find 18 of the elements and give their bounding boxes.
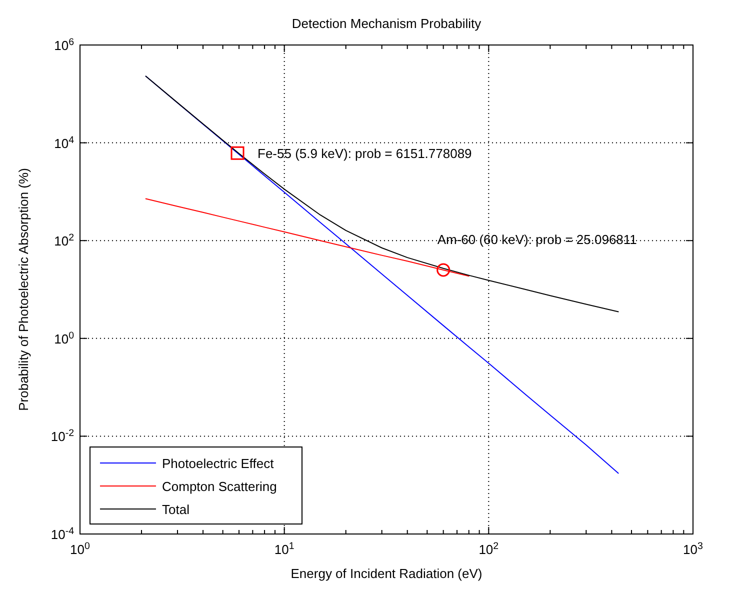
y-tick-label: 10$^{6}$ [54, 36, 74, 53]
annotation: Am-60 (60 keV): prob = 25.096811 [437, 232, 637, 247]
y-tick-label: 10$^{-2}$ [50, 428, 74, 444]
x-tick-label: 10$^{2}$ [478, 540, 499, 557]
x-tick-label: 10$^{0}$ [70, 540, 91, 557]
x-tick-label: 10$^{3}$ [683, 540, 703, 557]
y-tick-label: 10$^{0}$ [54, 330, 75, 346]
legend-label: Compton Scattering [162, 479, 277, 494]
y-axis-title: Probability of Photoelectric Absorption (%) [16, 168, 31, 411]
legend-label: Total [162, 502, 190, 517]
chart-title: Detection Mechanism Probability [292, 16, 482, 31]
x-tick-label: 10$^{1}$ [274, 540, 294, 557]
x-axis-title: Energy of Incident Radiation (eV) [290, 566, 482, 581]
y-tick-label: 10$^{2}$ [54, 232, 74, 249]
legend-label: Photoelectric Effect [162, 456, 274, 471]
y-tick-label: 10$^{-4}$ [50, 526, 75, 542]
annotation: Fe-55 (5.9 keV): prob = 6151.778089 [258, 146, 472, 162]
y-tick-label: 10$^{4}$ [54, 134, 75, 151]
